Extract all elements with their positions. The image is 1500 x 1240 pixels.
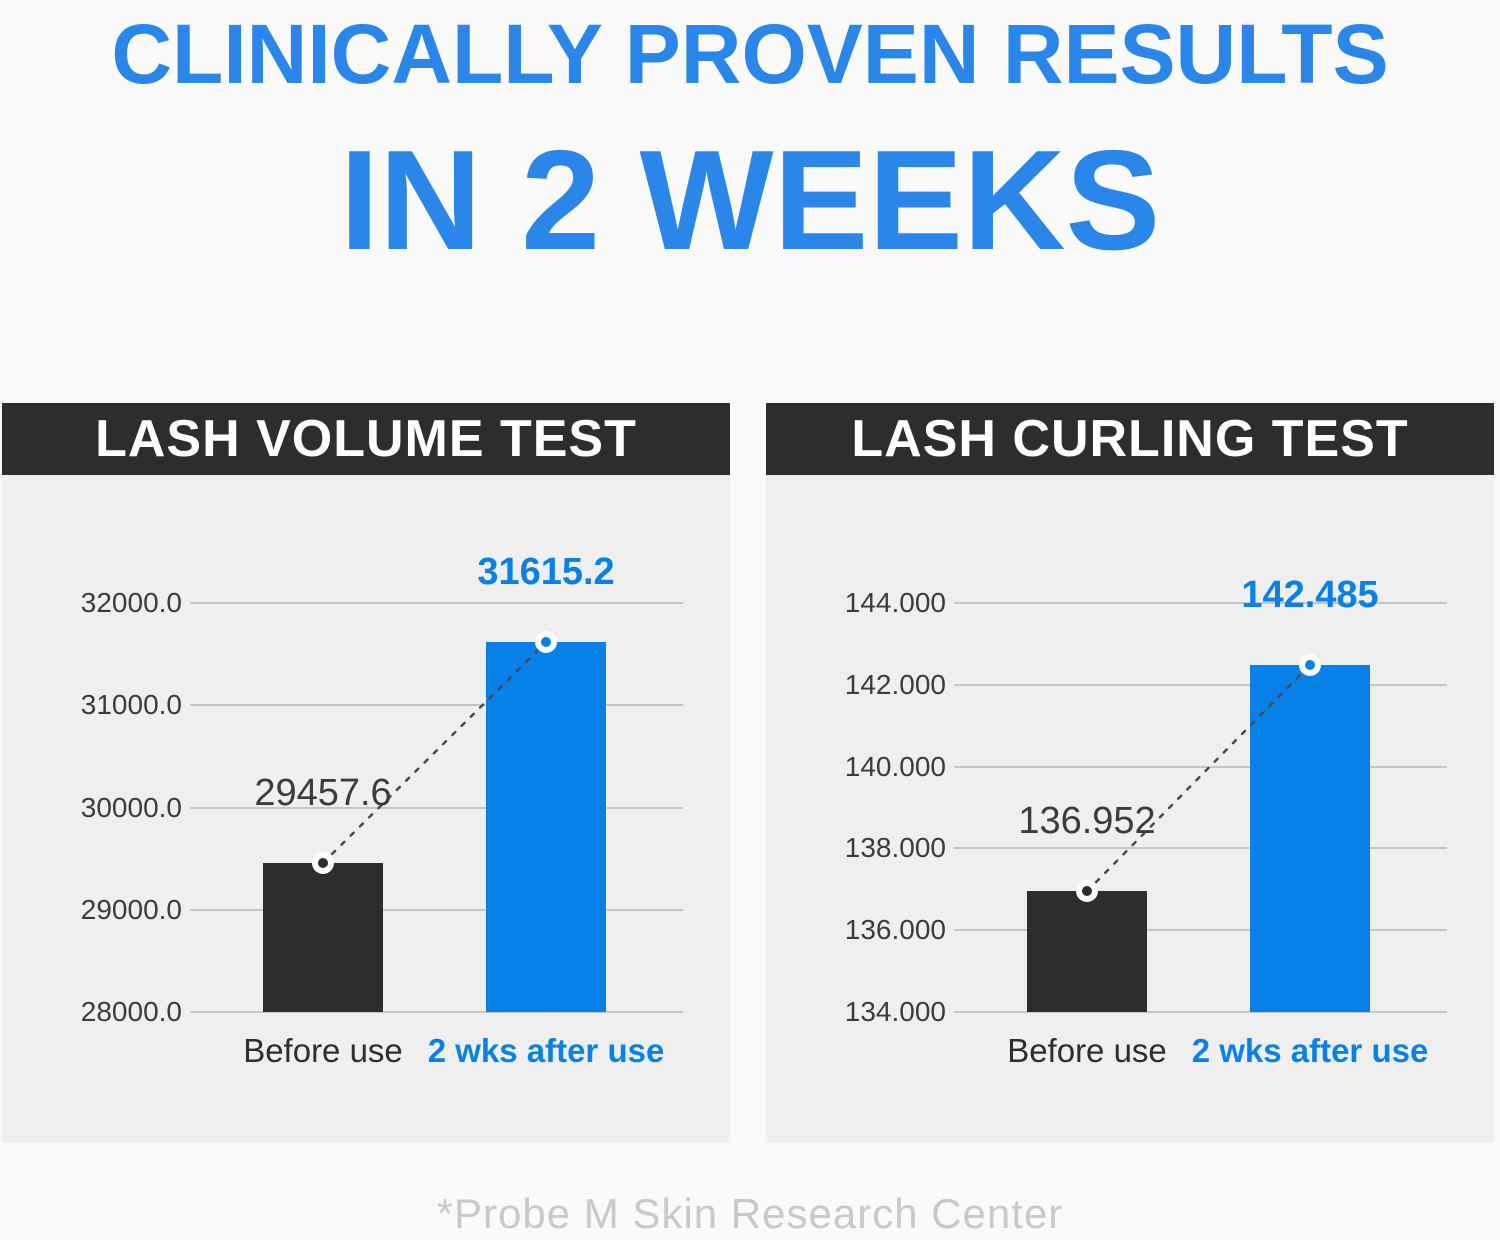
value-label: 142.485: [1241, 573, 1379, 616]
page-title-line2: IN 2 WEEKS: [339, 121, 1161, 280]
y-tick-label: 142.000: [844, 668, 946, 700]
y-tick-label: 32000.0: [80, 587, 182, 618]
lash-curling-panel: LASH CURLING TEST 144.000 142.000 140.000 1…: [766, 403, 1494, 1143]
data-point-marker-core: [1082, 886, 1092, 897]
lash-volume-chart: 32000.0 31000.0 30000.0 29000.0 28000.0 29457…: [2, 475, 730, 1143]
gridline: [954, 683, 1447, 686]
y-tick-label: 138.000: [844, 832, 946, 864]
value-label: 136.952: [1018, 800, 1156, 843]
y-tick-label: 144.000: [844, 587, 946, 618]
charts-row: LASH VOLUME TEST 32000.0 31000.0 30000.0 29…: [2, 403, 1494, 1143]
page-title-line1: CLINICALLY PROVEN RESULTS: [111, 7, 1389, 101]
gridline: [954, 847, 1447, 850]
gridline: [954, 602, 1447, 604]
bar-after-use: [486, 642, 606, 1012]
gridline: [190, 908, 683, 911]
y-tick-label: 134.000: [844, 996, 946, 1027]
category-label: 2 wks after use: [427, 1032, 665, 1069]
y-tick-label: 31000.0: [80, 689, 182, 721]
data-point-marker: [1299, 653, 1321, 676]
y-tick-label: 136.000: [844, 914, 946, 946]
footer-note: *Probe M Skin Research Center: [436, 1190, 1064, 1237]
data-point-marker-core: [318, 857, 328, 868]
data-point-marker: [312, 851, 334, 874]
gridline: [190, 1011, 683, 1013]
gridline: [190, 704, 683, 707]
value-label: 31615.2: [477, 551, 615, 594]
bar-before-use: [1027, 891, 1147, 1012]
data-point-marker-core: [541, 637, 551, 648]
lash-curling-panel-title: LASH CURLING TEST: [766, 403, 1494, 475]
lash-volume-panel: LASH VOLUME TEST 32000.0 31000.0 30000.0 29…: [2, 403, 730, 1143]
category-label: Before use: [243, 1032, 403, 1069]
gridline: [954, 765, 1447, 768]
category-label: 2 wks after use: [1191, 1032, 1429, 1069]
gridline: [954, 929, 1447, 932]
y-tick-label: 30000.0: [80, 791, 182, 823]
bar-after-use: [1250, 664, 1370, 1012]
bar-before-use: [263, 862, 383, 1012]
value-label: 29457.6: [254, 771, 392, 814]
lash-curling-chart: 144.000 142.000 140.000 138.000 136.000 134.0…: [766, 475, 1494, 1143]
y-tick-label: 140.000: [844, 750, 946, 782]
data-point-marker-core: [1305, 659, 1315, 670]
gridline: [190, 602, 683, 604]
category-label: Before use: [1007, 1032, 1167, 1069]
gridline: [954, 1011, 1447, 1013]
y-tick-label: 28000.0: [80, 996, 182, 1027]
lash-volume-panel-title: LASH VOLUME TEST: [2, 403, 730, 475]
y-tick-label: 29000.0: [80, 893, 182, 925]
